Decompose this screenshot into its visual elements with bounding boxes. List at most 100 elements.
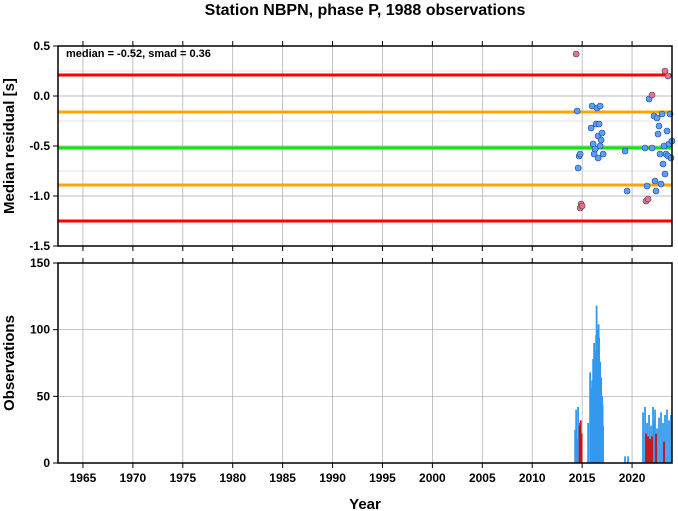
bottom-y-tick-label: 150 bbox=[30, 256, 50, 270]
residual-point bbox=[596, 102, 604, 110]
residual-point bbox=[597, 136, 605, 144]
observation-bar bbox=[648, 415, 650, 463]
stats-annotation: median = -0.52, smad = 0.36 bbox=[66, 48, 211, 60]
residual-point bbox=[578, 202, 586, 210]
top-panel-grid bbox=[58, 45, 672, 247]
top-y-tick-label: 0.0 bbox=[33, 89, 50, 103]
residual-point bbox=[663, 127, 671, 135]
observation-bar bbox=[602, 425, 605, 463]
observation-bar bbox=[594, 351, 597, 463]
observation-bars bbox=[574, 305, 672, 463]
observation-bar bbox=[596, 329, 599, 463]
residual-point bbox=[598, 129, 606, 137]
observation-bar bbox=[576, 439, 579, 463]
x-tick-label: 2005 bbox=[469, 471, 496, 485]
top-y-ticks: -1.5 -1.0 -0.5 0.0 0.5 bbox=[29, 39, 633, 253]
chart-title: Station NBPN, phase P, 1988 observations bbox=[205, 2, 526, 19]
observation-bar bbox=[574, 429, 577, 463]
x-tick-label: 1990 bbox=[319, 471, 346, 485]
observation-bar bbox=[658, 417, 660, 463]
observation-bar bbox=[645, 433, 647, 463]
observation-bar bbox=[589, 372, 592, 463]
observation-bar bbox=[575, 409, 578, 463]
observation-bar bbox=[579, 420, 582, 463]
residual-point bbox=[587, 124, 595, 132]
bottom-y-axis-label: Observations bbox=[1, 315, 18, 411]
residual-point bbox=[572, 50, 580, 58]
bottom-panel-frame bbox=[57, 262, 673, 464]
top-y-tick-label: -0.5 bbox=[29, 139, 50, 153]
bottom-y-ticks: 0 50 100 150 bbox=[30, 256, 58, 470]
x-tick-label: 1985 bbox=[269, 471, 296, 485]
x-tick-label: 1970 bbox=[120, 471, 147, 485]
bottom-y-tick-label: 50 bbox=[37, 389, 51, 403]
residual-point bbox=[652, 187, 660, 195]
residual-point bbox=[643, 182, 651, 190]
observation-bar bbox=[653, 420, 655, 463]
residual-point bbox=[596, 142, 604, 150]
observation-bar bbox=[591, 380, 594, 463]
residual-point bbox=[574, 164, 582, 172]
residual-point bbox=[658, 110, 666, 118]
top-y-tick-label: -1.0 bbox=[29, 189, 50, 203]
observation-bar bbox=[646, 423, 648, 463]
x-tick-label: 1980 bbox=[219, 471, 246, 485]
observation-bar bbox=[654, 409, 656, 463]
observation-bar bbox=[668, 420, 670, 463]
top-y-tick-label: -1.5 bbox=[29, 239, 50, 253]
observation-bar bbox=[650, 425, 652, 463]
x-tick-label: 2010 bbox=[519, 471, 546, 485]
observation-bar bbox=[666, 409, 668, 463]
residual-point bbox=[659, 160, 667, 168]
x-tick-label: 2015 bbox=[569, 471, 596, 485]
residual-point bbox=[641, 144, 649, 152]
observation-bar bbox=[651, 436, 653, 463]
bottom-panel-background bbox=[58, 263, 672, 463]
residual-point bbox=[599, 150, 607, 158]
x-tick-label: 2020 bbox=[619, 471, 646, 485]
residual-point bbox=[661, 170, 669, 178]
bottom-x-ticks: 1965 1970 1975 1980 1985 1990 1995 2000 2005 2010… bbox=[70, 258, 646, 485]
top-y-tick-label: 0.5 bbox=[33, 39, 50, 53]
x-tick-label: 1975 bbox=[169, 471, 196, 485]
observation-bar bbox=[578, 425, 581, 463]
residual-point bbox=[667, 154, 675, 162]
observation-bar bbox=[627, 456, 629, 463]
residual-point bbox=[648, 91, 656, 99]
residual-point bbox=[655, 122, 663, 130]
observation-bar bbox=[590, 388, 593, 463]
residual-point bbox=[576, 150, 584, 158]
x-tick-label: 1995 bbox=[369, 471, 396, 485]
residual-point bbox=[661, 67, 669, 75]
x-tick-label: 1965 bbox=[70, 471, 97, 485]
residual-point bbox=[654, 130, 662, 138]
observation-bar bbox=[647, 436, 649, 463]
bottom-y-tick-label: 0 bbox=[43, 456, 50, 470]
residual-point bbox=[594, 154, 602, 162]
observation-bar bbox=[660, 412, 662, 463]
observation-bar bbox=[655, 433, 657, 463]
observation-bar bbox=[670, 415, 672, 463]
observation-bar bbox=[664, 415, 666, 463]
observation-bar bbox=[642, 412, 644, 463]
bottom-y-tick-label: 100 bbox=[30, 323, 50, 337]
observation-bar bbox=[624, 456, 626, 463]
observation-bar bbox=[587, 423, 590, 463]
observation-bar bbox=[663, 441, 665, 463]
residual-point bbox=[651, 177, 659, 185]
residual-point bbox=[656, 150, 664, 158]
observation-bar bbox=[599, 361, 602, 463]
observation-bar bbox=[656, 428, 658, 463]
x-axis-label: Year bbox=[349, 496, 381, 511]
residual-point bbox=[621, 147, 629, 155]
observation-bar bbox=[662, 423, 664, 463]
residual-point bbox=[664, 72, 672, 80]
reference-lines bbox=[58, 73, 672, 223]
residual-point bbox=[573, 107, 581, 115]
residual-point bbox=[653, 114, 661, 122]
top-y-axis-label: Median residual [s] bbox=[1, 78, 18, 214]
observation-bar bbox=[600, 377, 603, 463]
observation-bar bbox=[592, 359, 595, 463]
residual-point bbox=[623, 187, 631, 195]
